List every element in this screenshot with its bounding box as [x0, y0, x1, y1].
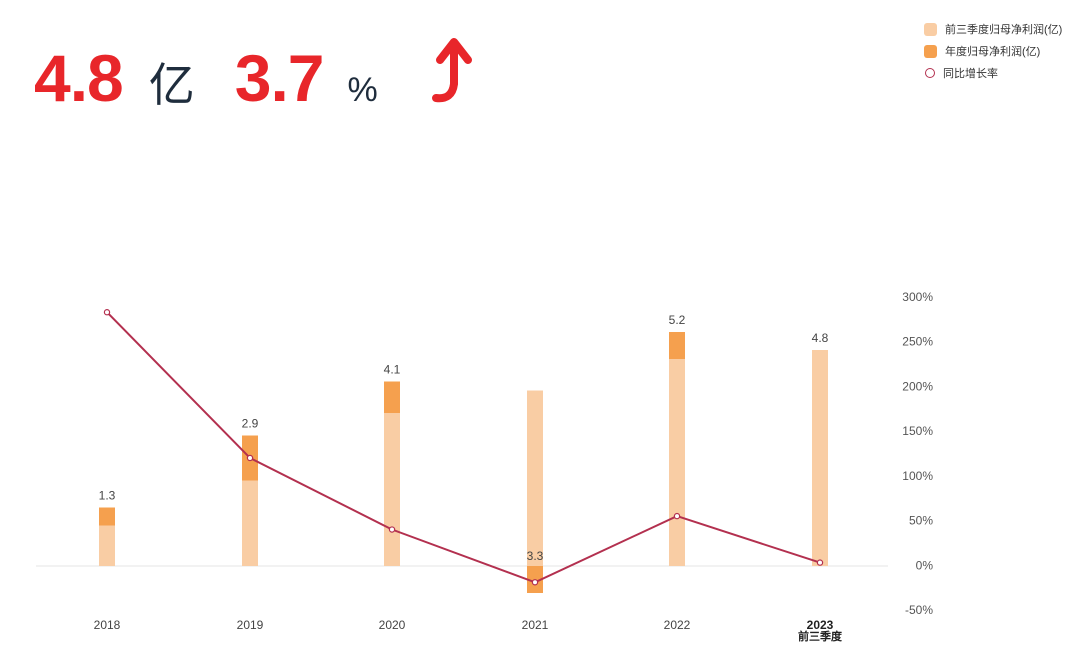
bar-annual — [99, 507, 115, 526]
profit-value: 4.8 — [34, 41, 124, 115]
growth-rate-line — [106, 311, 821, 584]
y-right-tick-label: 100% — [902, 469, 933, 483]
growth-rate-point — [673, 512, 681, 520]
bar-annual — [384, 381, 400, 413]
x-tick-label: 2023 — [807, 618, 834, 632]
bar-q3 — [812, 350, 828, 566]
legend-item-annual[interactable]: 年度归母净利润(亿) — [924, 40, 1062, 62]
y-right-tick-label: -50% — [905, 603, 933, 617]
legend-label-q3: 前三季度归母净利润(亿) — [945, 24, 1063, 36]
data-label: 4.1 — [384, 363, 401, 377]
bar-q3 — [384, 413, 400, 566]
x-tick-label: 2022 — [664, 618, 691, 632]
legend-item-q3[interactable]: 前三季度归母净利润(亿) — [924, 18, 1062, 40]
data-label: 3.3 — [527, 549, 544, 563]
y-right-tick-label: 50% — [909, 514, 933, 528]
legend-label-annual: 年度归母净利润(亿) — [945, 46, 1041, 58]
x-tick-label: 2021 — [522, 618, 549, 632]
y-right-tick-label: 200% — [902, 379, 933, 393]
bar-annual — [669, 332, 685, 359]
bar-q3 — [669, 359, 685, 566]
trend-up-arrow-icon — [432, 38, 472, 103]
x-tick-label: 2020 — [379, 618, 406, 632]
legend-label-growth: 同比增长率 — [943, 68, 998, 80]
growth-rate-point — [103, 309, 111, 316]
y-right-tick-label: 0% — [916, 558, 934, 572]
headline-summary: 4.8 亿 3.7 % — [34, 40, 408, 120]
data-label: 2.9 — [242, 417, 259, 431]
growth-rate-point — [816, 559, 824, 566]
chart-legend: 前三季度归母净利润(亿) 年度归母净利润(亿) 同比增长率 — [924, 18, 1062, 84]
x-tick-sublabel: 前三季度 — [798, 629, 843, 643]
growth-rate-point — [531, 579, 539, 586]
profit-unit: 亿 — [148, 59, 195, 111]
growth-value: 3.7 — [234, 41, 325, 115]
data-label: 1.3 — [99, 489, 116, 503]
y-right-tick-label: 150% — [902, 424, 933, 438]
growth-unit: % — [347, 71, 378, 109]
x-tick-label: 2019 — [237, 618, 264, 632]
x-tick-label: 2018 — [94, 618, 121, 632]
legend-swatch-annual — [924, 44, 937, 58]
y-right-tick-label: 300% — [902, 290, 933, 304]
legend-swatch-growth — [925, 68, 935, 78]
legend-swatch-q3 — [924, 22, 937, 36]
data-label: 5.2 — [669, 313, 686, 327]
data-label: 4.8 — [812, 331, 829, 345]
legend-item-growth[interactable]: 同比增长率 — [924, 62, 1062, 84]
bar-q3 — [527, 390, 543, 566]
bar-q3 — [242, 480, 258, 566]
y-right-tick-label: 250% — [902, 335, 933, 349]
growth-rate-point — [246, 454, 254, 462]
growth-rate-point — [388, 526, 396, 533]
bar-q3 — [99, 525, 115, 566]
